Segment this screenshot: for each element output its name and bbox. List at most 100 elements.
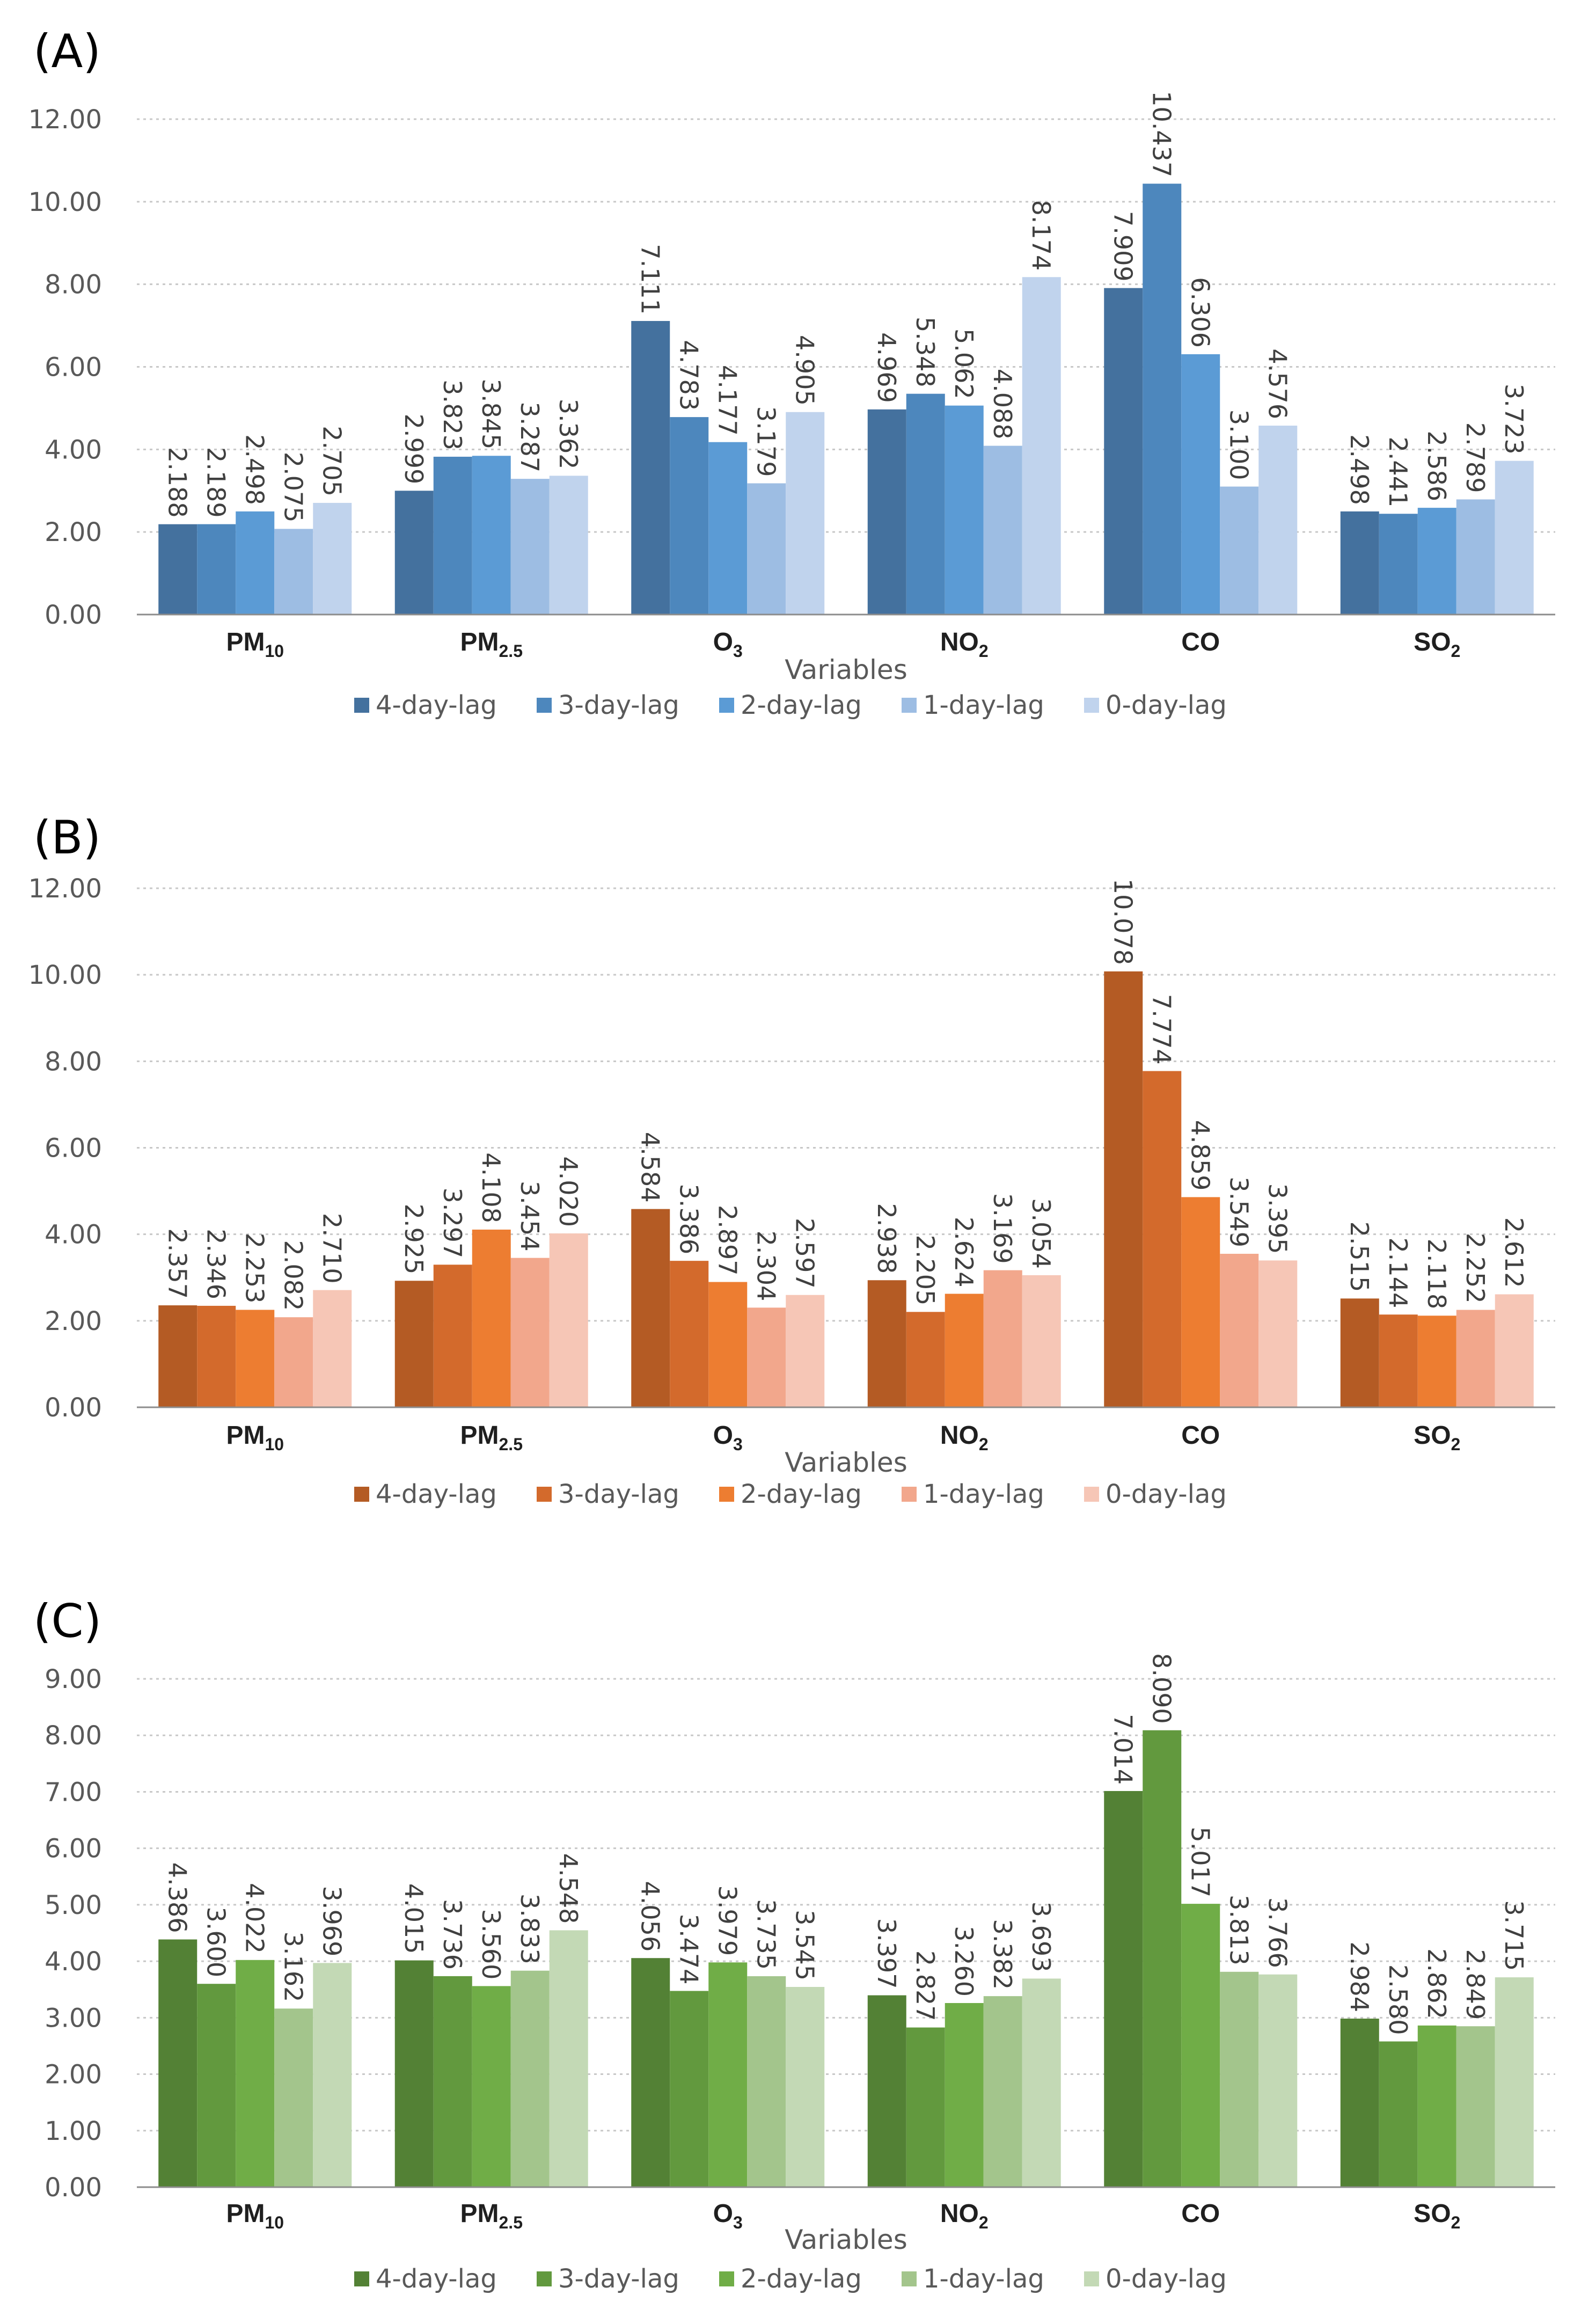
bar-0-day-lag-5	[1495, 1294, 1534, 1407]
bar-2-day-lag-4	[1181, 1904, 1220, 2187]
value-label: 4.576	[1263, 348, 1292, 419]
y-tick-label: 12.00	[28, 874, 102, 904]
value-label: 5.062	[949, 328, 978, 399]
bar-3-day-lag-5	[1379, 514, 1418, 615]
category-label: CO	[1181, 628, 1220, 656]
legend-entry: 2-day-lag	[741, 690, 862, 720]
value-label: 2.789	[1461, 422, 1490, 493]
legend-swatch	[537, 698, 552, 713]
bar-4-day-lag-4	[1104, 288, 1143, 615]
y-tick-label: 10.00	[28, 960, 102, 990]
value-label: 3.560	[477, 1909, 506, 1980]
x-axis-title: Variables	[785, 654, 907, 685]
legend-swatch	[719, 698, 734, 713]
legend-swatch	[354, 2271, 369, 2286]
category-main: NO	[940, 2199, 979, 2228]
y-tick-label: 1.00	[45, 2116, 102, 2146]
bar-3-day-lag-0	[197, 1305, 236, 1407]
value-label: 2.624	[949, 1217, 978, 1288]
bar-4-day-lag-3	[867, 409, 906, 615]
legend-entry: 0-day-lag	[1106, 690, 1227, 720]
value-label: 3.169	[988, 1193, 1017, 1264]
value-label: 3.766	[1263, 1897, 1292, 1968]
bar-4-day-lag-2	[631, 1958, 670, 2187]
value-label: 3.100	[1224, 410, 1253, 480]
bar-1-day-lag-4	[1220, 1254, 1259, 1407]
value-label: 3.845	[477, 379, 506, 450]
bar-4-day-lag-0	[158, 524, 197, 615]
value-label: 3.979	[713, 1885, 742, 1956]
bar-0-day-lag-1	[549, 476, 588, 615]
category-label: O3	[713, 2199, 743, 2232]
category-subscript: 2	[1451, 2213, 1461, 2232]
category-subscript: 2	[979, 2213, 989, 2232]
category-label: NO2	[940, 2199, 989, 2232]
legend-entry: 3-day-lag	[558, 2264, 679, 2294]
value-label: 2.849	[1461, 1949, 1490, 2020]
category-label: O3	[713, 628, 743, 661]
y-tick-label: 4.00	[45, 1220, 102, 1250]
bar-0-day-lag-4	[1258, 426, 1298, 615]
category-main: PM	[226, 628, 265, 656]
bar-1-day-lag-1	[510, 479, 550, 615]
y-tick-label: 8.00	[45, 270, 102, 300]
category-subscript: 10	[265, 641, 284, 661]
value-label: 4.015	[399, 1883, 428, 1954]
value-label: 2.252	[1461, 1233, 1490, 1304]
bar-2-day-lag-0	[236, 1310, 275, 1407]
bar-0-day-lag-4	[1258, 1974, 1298, 2187]
y-tick-label: 6.00	[45, 353, 102, 383]
bar-3-day-lag-5	[1379, 2041, 1418, 2187]
value-label: 3.823	[438, 379, 467, 450]
value-label: 3.362	[554, 399, 583, 470]
value-label: 3.813	[1224, 1895, 1253, 1965]
value-label: 3.545	[790, 1910, 819, 1980]
chart-panel-1: (A) 0.00 2.00 4.00 6.00 8.00 10.00 12.00 2.188 2.…	[28, 25, 1555, 720]
bar-1-day-lag-4	[1220, 486, 1259, 615]
y-tick-label: 4.00	[45, 1947, 102, 1977]
value-label: 3.736	[438, 1899, 467, 1970]
category-main: NO	[940, 1421, 979, 1450]
x-axis-title: Variables	[785, 2224, 907, 2255]
legend-entry: 4-day-lag	[376, 690, 497, 720]
bar-3-day-lag-1	[433, 456, 472, 615]
bar-1-day-lag-0	[274, 2008, 313, 2187]
bar-3-day-lag-4	[1143, 184, 1182, 615]
bar-0-day-lag-2	[786, 1295, 825, 1407]
legend-entry: 2-day-lag	[741, 1479, 862, 1509]
category-label: CO	[1181, 2199, 1220, 2228]
y-tick-label: 2.00	[45, 517, 102, 547]
bar-2-day-lag-4	[1181, 354, 1220, 615]
y-tick-label: 5.00	[45, 1890, 102, 1920]
category-main: O	[713, 2199, 733, 2228]
value-label: 2.346	[201, 1229, 230, 1299]
value-label: 2.189	[201, 447, 230, 518]
value-label: 2.612	[1499, 1217, 1528, 1288]
value-label: 2.862	[1422, 1948, 1451, 2019]
value-label: 4.022	[240, 1883, 269, 1954]
bar-4-day-lag-5	[1340, 511, 1379, 615]
bar-4-day-lag-3	[867, 1995, 906, 2187]
value-label: 2.710	[317, 1213, 346, 1284]
x-axis-title: Variables	[785, 1447, 907, 1478]
value-label: 2.118	[1422, 1239, 1451, 1310]
category-label: PM10	[226, 1421, 284, 1454]
value-label: 2.304	[751, 1231, 780, 1302]
value-label: 6.306	[1185, 277, 1214, 348]
legend-entry: 1-day-lag	[923, 690, 1044, 720]
panel-label: (A)	[33, 25, 101, 78]
value-label: 2.357	[163, 1228, 192, 1299]
bar-4-day-lag-4	[1104, 971, 1143, 1407]
bar-1-day-lag-0	[274, 1317, 313, 1407]
value-label: 7.909	[1108, 211, 1137, 282]
category-main: O	[713, 1421, 733, 1450]
legend-swatch	[902, 2271, 917, 2286]
bar-3-day-lag-3	[906, 393, 945, 615]
category-main: O	[713, 628, 733, 656]
value-label: 4.386	[163, 1862, 192, 1933]
bar-3-day-lag-5	[1379, 1314, 1418, 1407]
bar-1-day-lag-3	[983, 1996, 1022, 2187]
bar-4-day-lag-1	[394, 1960, 434, 2187]
value-label: 2.082	[279, 1240, 308, 1311]
value-label: 3.474	[674, 1914, 703, 1985]
